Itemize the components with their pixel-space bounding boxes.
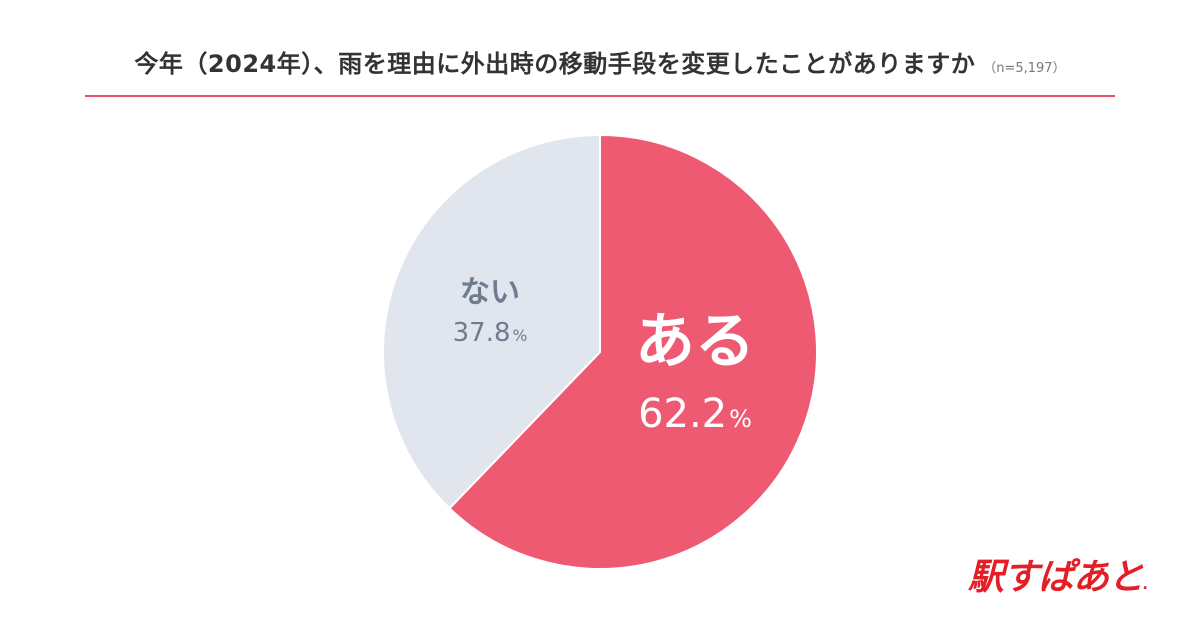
slice-name-aru: ある bbox=[635, 307, 755, 377]
slice-percent-aru: 62.2 bbox=[638, 391, 728, 437]
sample-size-note: （n=5,197） bbox=[983, 61, 1066, 76]
logo-text: 駅すぱあと bbox=[968, 557, 1144, 598]
slice-value-nai: 37.8% bbox=[430, 320, 550, 346]
slice-percent-nai: 37.8 bbox=[452, 318, 511, 348]
percent-sign-nai: % bbox=[512, 327, 528, 345]
slice-label-nai: ない 37.8% bbox=[430, 275, 550, 347]
percent-sign-aru: % bbox=[729, 405, 752, 433]
pie-slice-nai bbox=[382, 133, 601, 510]
slice-value-aru: 62.2% bbox=[600, 394, 790, 434]
ekispert-logo: 駅すぱあと. bbox=[968, 548, 1148, 600]
chart-header: 今年（2024年）、雨を理由に外出時の移動手段を変更したことがありますか （n=… bbox=[85, 44, 1115, 79]
slice-label-aru: ある 62.2% bbox=[600, 312, 790, 434]
logo-mark: . bbox=[1143, 577, 1148, 593]
slice-name-nai: ない bbox=[460, 275, 520, 310]
title-divider bbox=[85, 95, 1115, 97]
chart-title: 今年（2024年）、雨を理由に外出時の移動手段を変更したことがありますか bbox=[134, 50, 976, 78]
pie-slice-aru bbox=[448, 133, 818, 570]
